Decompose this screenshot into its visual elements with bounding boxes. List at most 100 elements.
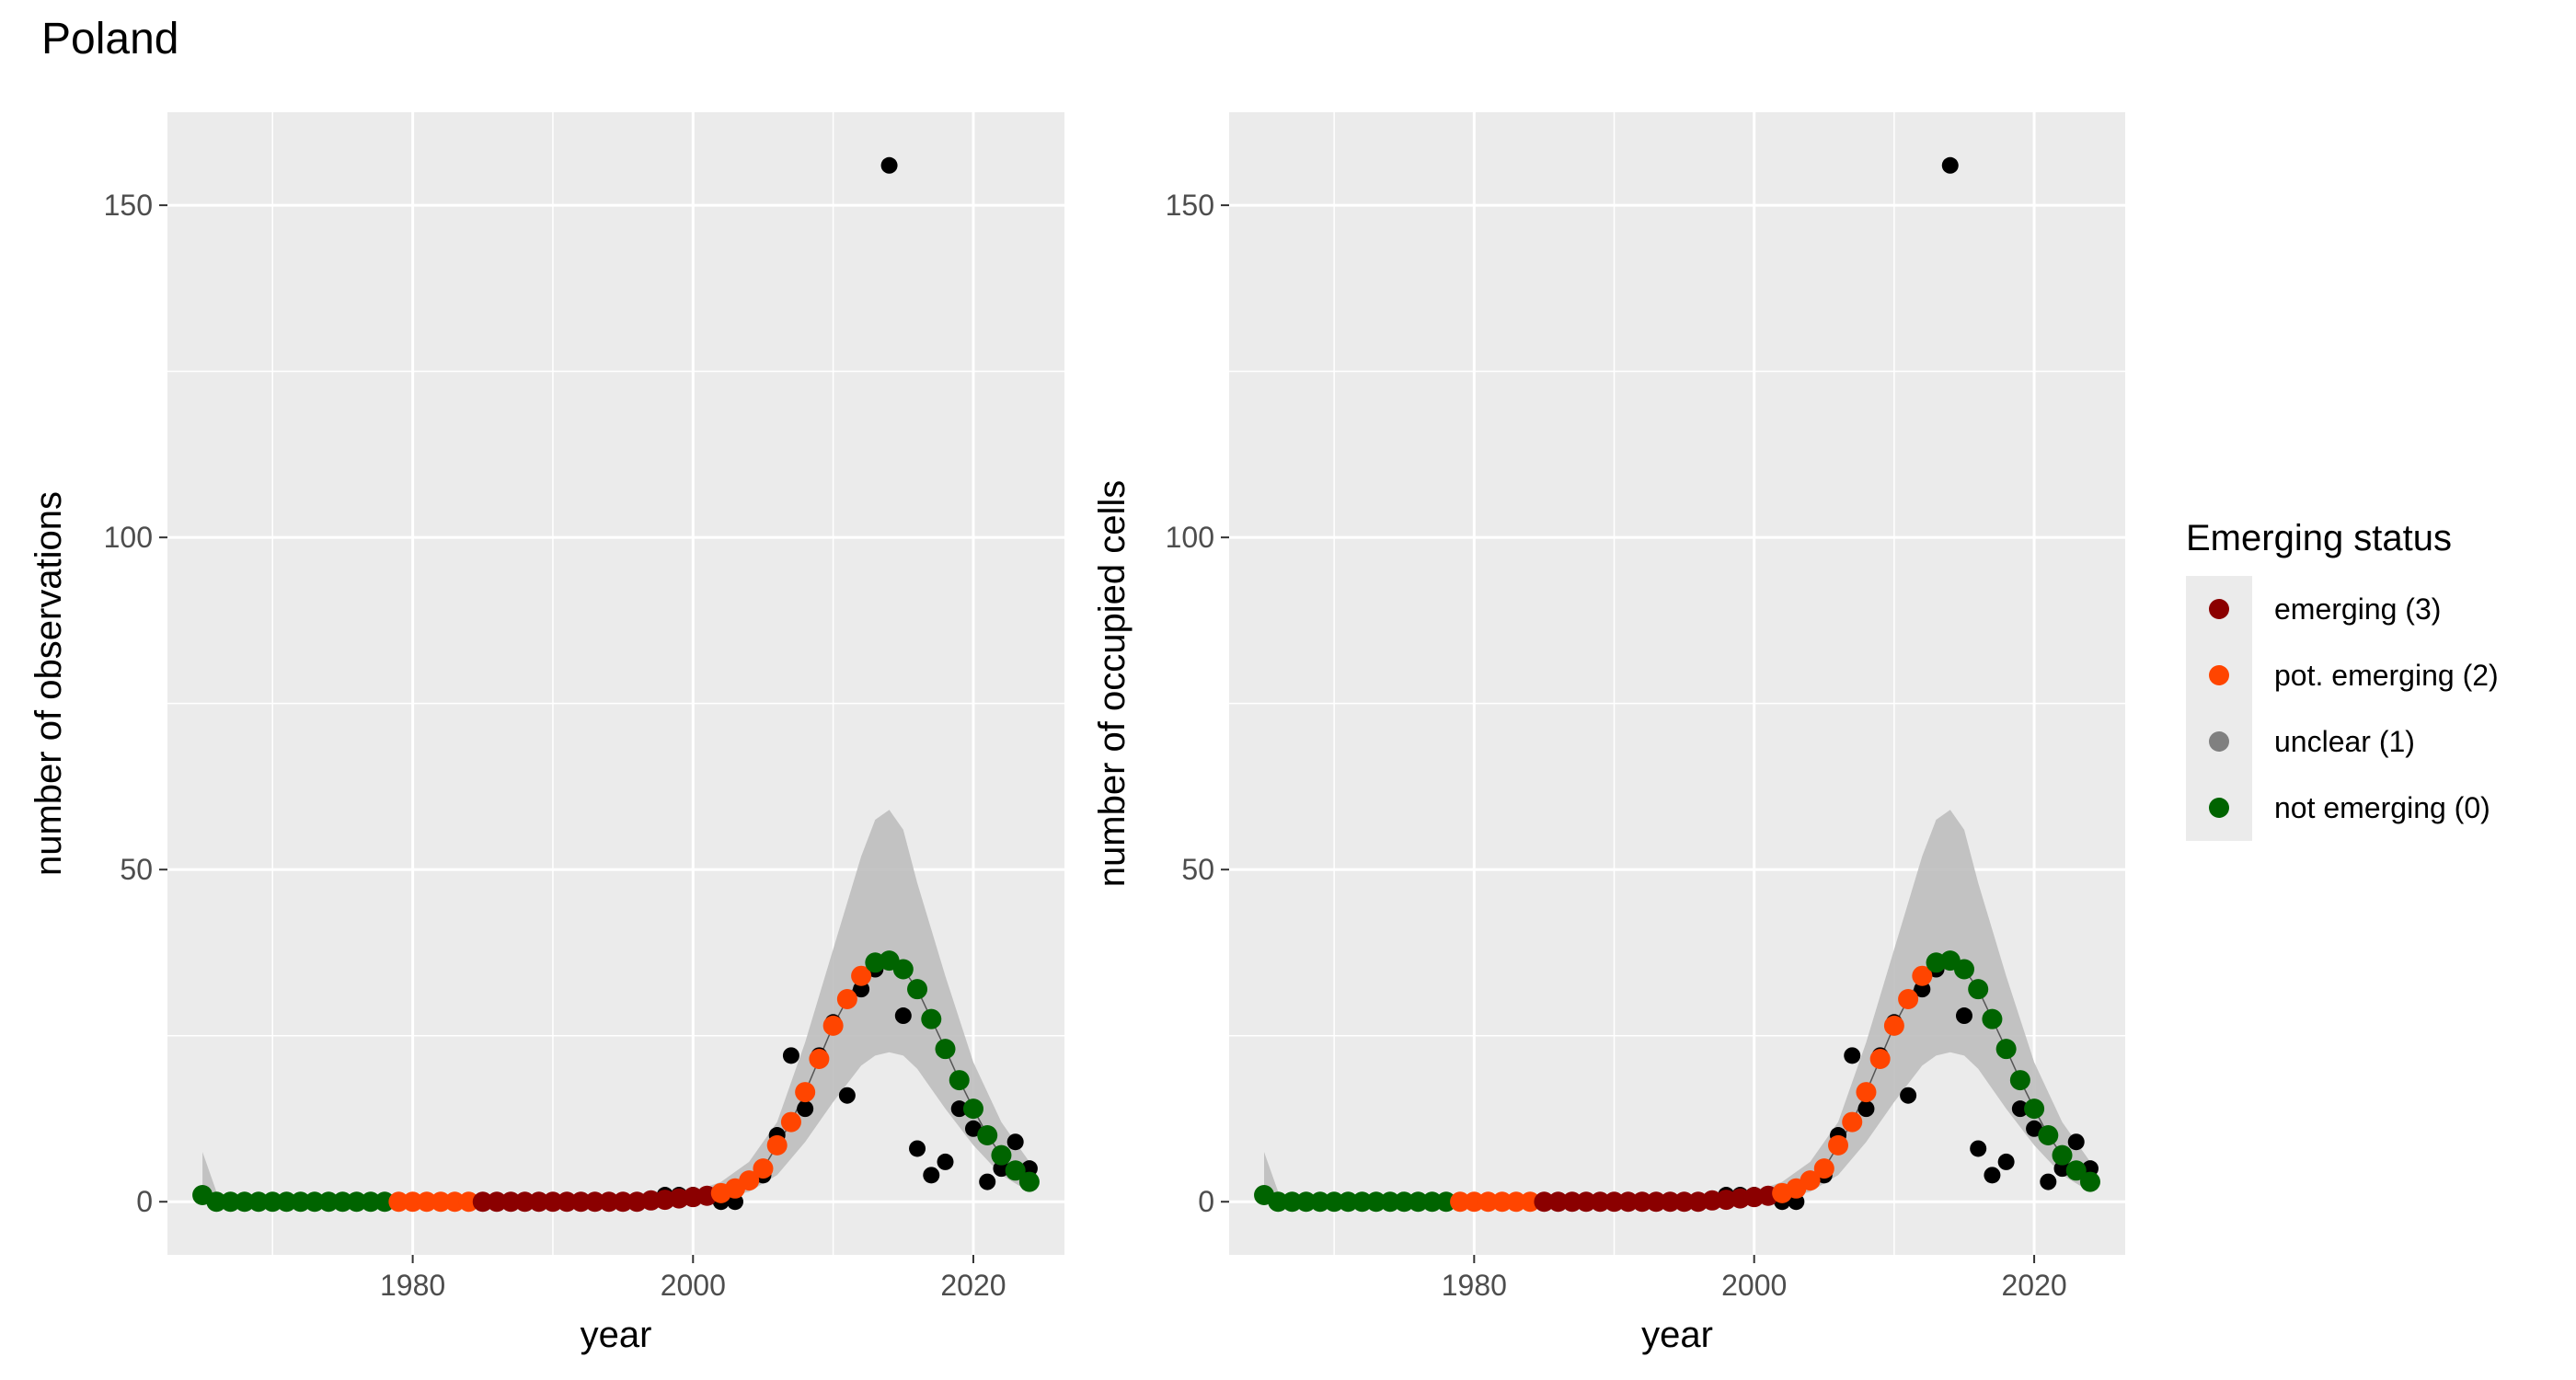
status-point [1646,1191,1667,1213]
status-point [402,1191,423,1213]
observed-point [797,1100,814,1118]
fitted-status-points [1254,950,2100,1213]
status-point [276,1191,297,1213]
status-point [1604,1191,1625,1213]
status-point [458,1191,479,1213]
status-point [374,1191,396,1213]
observed-point [1941,156,1959,174]
status-point [1478,1191,1499,1213]
axes: 1980 2000 2020 0 50 100 150 [1166,189,2067,1302]
observed-point [1955,1007,1972,1025]
status-point [248,1191,270,1213]
observed-point [1844,1047,1861,1064]
status-point [388,1191,409,1213]
observed-point [937,1153,954,1170]
x-tick-label: 1980 [380,1269,445,1302]
status-point [907,979,928,1000]
status-point [1898,988,1919,1009]
observed-point [1006,1133,1024,1151]
status-point [528,1191,549,1213]
status-point [1800,1170,1821,1191]
status-point [1561,1191,1582,1213]
status-point [739,1170,760,1191]
fitted-status-points [192,950,1040,1213]
status-point [1953,959,1974,980]
status-point [892,959,914,980]
status-point [360,1191,381,1213]
status-point [598,1191,619,1213]
status-point [1491,1191,1512,1213]
status-point [1338,1191,1359,1213]
confidence-band [1264,810,2090,1202]
panel-occupied-cells: 1980 2000 2020 0 50 100 150 year number of occup… [1092,112,2125,1355]
status-point [766,1134,788,1156]
legend-swatch [2209,665,2229,685]
status-point [613,1191,634,1213]
status-point [290,1191,311,1213]
status-point [809,1048,830,1069]
y-axis-title: number of observations [29,491,69,876]
status-point [1421,1191,1443,1213]
observed-point [838,1087,856,1104]
status-point [1534,1191,1555,1213]
status-point [1450,1191,1471,1213]
legend-item-2: pot. emerging (2) [2186,642,2499,708]
y-tick-label: 50 [120,853,153,886]
legend-swatch [2209,731,2229,752]
legend-label: pot. emerging (2) [2274,659,2499,692]
observed-point [1857,1100,1875,1118]
x-tick-label: 2020 [2001,1269,2066,1302]
status-point [1617,1191,1639,1213]
status-point [2065,1160,2087,1181]
observed-point [2011,1100,2029,1118]
legend-title: Emerging status [2186,518,2452,558]
status-point [1005,1160,1026,1181]
observed-point [880,156,898,174]
status-point [206,1191,227,1213]
status-point [1968,979,1989,1000]
status-point [570,1191,592,1213]
panel-observations: 1980 2000 2020 0 50 100 150 year number of obser… [29,112,1064,1355]
status-point [1408,1191,1429,1213]
status-point [1842,1111,1863,1133]
status-point [1660,1191,1681,1213]
observed-point [894,1007,912,1025]
y-axis-title: number of occupied cells [1092,480,1133,887]
status-point [1464,1191,1485,1213]
status-point [1631,1191,1652,1213]
observed-point [1984,1167,2001,1184]
axes: 1980 2000 2020 0 50 100 150 [104,189,1006,1302]
status-point [2052,1144,2073,1166]
legend-swatch [2209,798,2229,818]
status-point [1828,1134,1849,1156]
status-point [220,1191,241,1213]
status-point [1268,1191,1289,1213]
status-point [584,1191,605,1213]
observed-point [923,1167,940,1184]
status-point [949,1070,970,1091]
x-tick-label: 2020 [940,1269,1006,1302]
status-point [472,1191,493,1213]
confidence-band [202,810,1029,1202]
status-point [1673,1191,1695,1213]
observed-point [950,1100,968,1118]
y-tick-label: 0 [136,1185,153,1218]
y-tick-label: 150 [104,189,153,222]
y-tick-label: 50 [1181,853,1214,886]
observed-point [1970,1140,1987,1157]
status-point [262,1191,283,1213]
status-point [500,1191,522,1213]
status-point [318,1191,339,1213]
status-point [1394,1191,1415,1213]
status-point [851,965,872,986]
legend-swatch [2209,599,2229,619]
status-point [542,1191,563,1213]
chart-panels: 1980 2000 2020 0 50 100 150 year number of obser… [29,112,2125,1355]
observed-point [782,1047,799,1064]
x-tick-label: 1980 [1442,1269,1507,1302]
status-point [2009,1070,2030,1091]
status-point [514,1191,535,1213]
x-axis-title: year [581,1315,652,1355]
observed-point [964,1120,982,1137]
